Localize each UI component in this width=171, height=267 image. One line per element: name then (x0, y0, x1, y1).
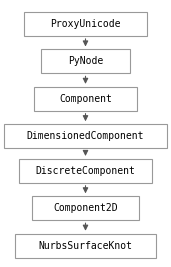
Text: ProxyUnicode: ProxyUnicode (50, 19, 121, 29)
FancyBboxPatch shape (19, 159, 152, 183)
Text: DimensionedComponent: DimensionedComponent (27, 131, 144, 141)
Text: Component2D: Component2D (53, 203, 118, 213)
FancyBboxPatch shape (34, 87, 137, 111)
Text: DiscreteComponent: DiscreteComponent (36, 166, 135, 176)
Text: NurbsSurfaceKnot: NurbsSurfaceKnot (38, 241, 133, 251)
FancyBboxPatch shape (24, 12, 147, 36)
FancyBboxPatch shape (32, 196, 139, 220)
FancyBboxPatch shape (15, 234, 156, 258)
Text: PyNode: PyNode (68, 56, 103, 66)
FancyBboxPatch shape (4, 124, 167, 148)
FancyBboxPatch shape (41, 49, 130, 73)
Text: Component: Component (59, 94, 112, 104)
